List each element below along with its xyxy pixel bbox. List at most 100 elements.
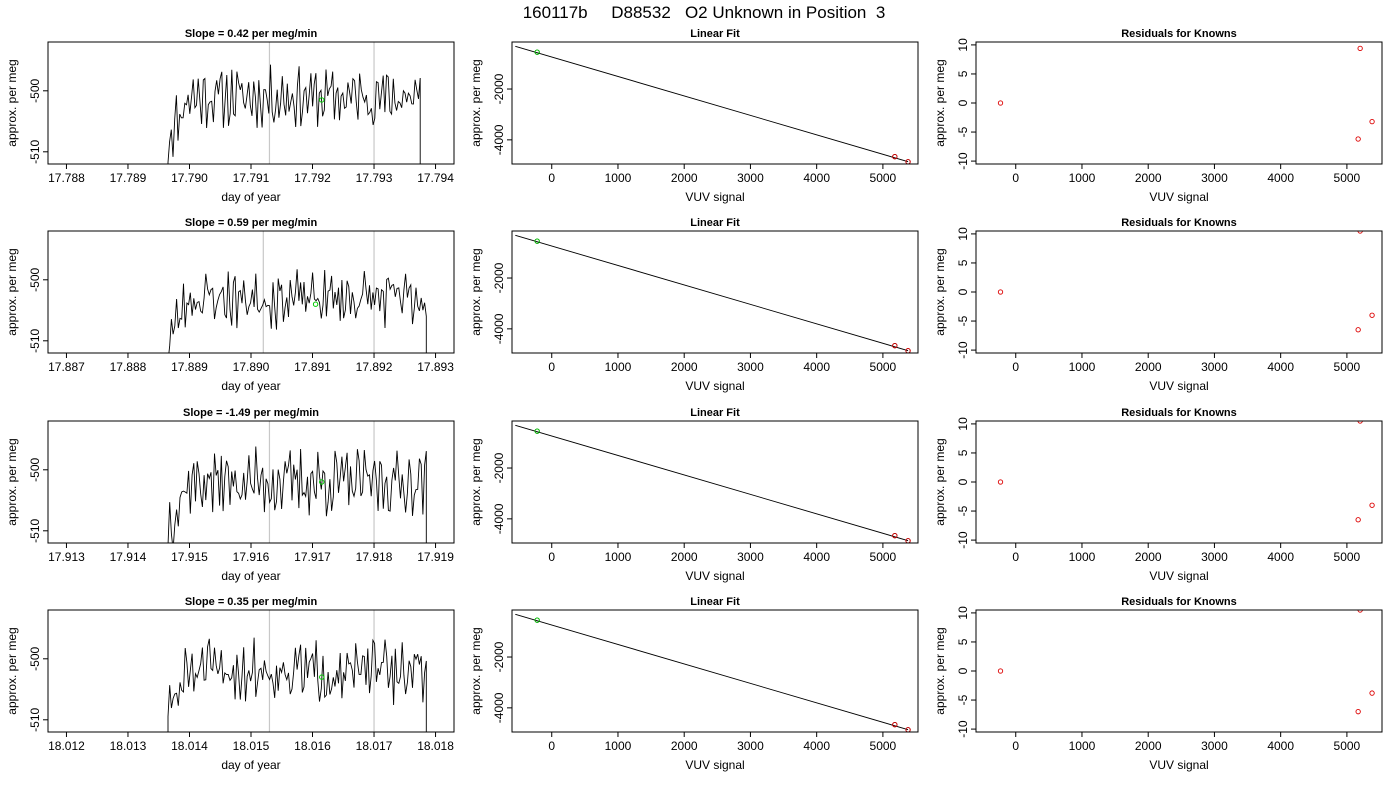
x-tick-label: 17.892	[356, 360, 393, 374]
data-point	[534, 617, 540, 623]
x-tick-label: 0	[548, 739, 555, 753]
x-tick-label: 1000	[1069, 360, 1096, 374]
x-tick-label: 5000	[870, 550, 897, 564]
x-tick-label: 2000	[1135, 171, 1162, 185]
subplot-4-2: Linear Fit 0 1000 2000 3000 4000 5000 -2000 -400…	[469, 596, 919, 772]
y-axis-label: approx. per meg	[5, 248, 19, 335]
y-axis-label: approx. per meg	[469, 59, 483, 146]
x-axis-label: VUV signal	[1149, 758, 1208, 772]
data-point	[534, 238, 540, 244]
x-tick-label: 3000	[1201, 550, 1228, 564]
x-tick-label: 0	[1012, 550, 1019, 564]
y-tick-label: -10	[956, 152, 970, 170]
x-tick-label: 17.914	[110, 550, 147, 564]
y-axis-label: approx. per meg	[469, 248, 483, 335]
subplot-title: Linear Fit	[690, 407, 740, 419]
x-tick-label: 5000	[1334, 550, 1361, 564]
plot-data-layer	[997, 231, 1375, 333]
subplot-title: Slope = -1.49 per meg/min	[183, 407, 319, 419]
subplot-title: Slope = 0.42 per meg/min	[185, 28, 318, 40]
plot-data-layer	[168, 231, 427, 353]
mean-marker	[312, 301, 319, 307]
x-axis-label: VUV signal	[1149, 379, 1208, 393]
subplot-1-1: Slope = 0.42 per meg/min 17.788 17.789 17.7…	[5, 28, 455, 204]
x-tick-label: 3000	[737, 171, 764, 185]
x-tick-label: 2000	[671, 739, 698, 753]
x-tick-label: 17.791	[233, 171, 270, 185]
data-point	[1369, 690, 1375, 696]
subplot-2-1: Slope = 0.59 per meg/min 17.887 17.888 17.8…	[5, 217, 455, 393]
plot-data-layer	[515, 234, 911, 353]
plot-data-layer	[515, 613, 911, 732]
x-axis-label: VUV signal	[685, 569, 744, 583]
y-tick-label: -10	[956, 341, 970, 359]
plot-frame	[975, 41, 1383, 165]
y-tick-label: 5	[956, 70, 970, 77]
x-tick-label: 1000	[1069, 550, 1096, 564]
y-axis-label: approx. per meg	[933, 627, 947, 714]
y-tick-label: 10	[956, 38, 970, 52]
x-tick-label: 18.014	[171, 739, 208, 753]
x-tick-label: 4000	[1267, 360, 1294, 374]
x-tick-label: 4000	[803, 739, 830, 753]
x-tick-label: 18.017	[356, 739, 393, 753]
plot-data-layer	[997, 45, 1375, 142]
y-axis-label: approx. per meg	[933, 438, 947, 525]
fit-line	[515, 613, 909, 731]
data-point	[1357, 421, 1363, 424]
y-axis-label: approx. per meg	[5, 59, 19, 146]
plot-frame	[47, 230, 455, 354]
y-tick-label: -10	[956, 531, 970, 549]
x-tick-label: 2000	[671, 171, 698, 185]
y-axis-label: approx. per meg	[469, 438, 483, 525]
subplot-4-1: Slope = 0.35 per meg/min 18.012 18.013 18.0…	[5, 596, 455, 772]
x-tick-label: 18.013	[110, 739, 147, 753]
x-tick-label: 5000	[870, 171, 897, 185]
y-tick-label: -2000	[492, 641, 506, 672]
data-point	[1355, 327, 1361, 333]
y-tick-label: -500	[28, 457, 42, 481]
subplot-3-1: Slope = -1.49 per meg/min 17.913 17.914 17.…	[5, 407, 455, 583]
x-axis-label: VUV signal	[685, 379, 744, 393]
x-tick-label: 0	[1012, 171, 1019, 185]
y-tick-label: -4000	[492, 313, 506, 344]
x-tick-label: 2000	[1135, 360, 1162, 374]
plot-data-layer	[515, 45, 911, 164]
x-tick-label: 18.016	[294, 739, 331, 753]
subplot-title: Residuals for Knowns	[1121, 596, 1237, 608]
x-axis-label: VUV signal	[685, 190, 744, 204]
plot-frame	[47, 41, 455, 165]
subplot-title: Residuals for Knowns	[1121, 407, 1237, 419]
plot-data-layer	[997, 421, 1375, 523]
x-tick-label: 5000	[870, 739, 897, 753]
x-axis-label: day of year	[221, 379, 280, 393]
y-tick-label: -5	[956, 505, 970, 516]
x-tick-label: 17.888	[110, 360, 147, 374]
y-tick-label: -2000	[492, 262, 506, 293]
y-tick-label: 10	[956, 227, 970, 241]
x-tick-label: 1000	[605, 171, 632, 185]
x-axis-label: VUV signal	[1149, 190, 1208, 204]
x-tick-label: 0	[548, 360, 555, 374]
plot-frame	[47, 609, 455, 733]
x-axis-label: day of year	[221, 190, 280, 204]
plot-data-layer	[167, 421, 427, 543]
y-tick-label: 0	[956, 667, 970, 674]
x-tick-label: 2000	[1135, 739, 1162, 753]
y-tick-label: -510	[28, 707, 42, 731]
subplot-2-3: Residuals for Knowns 0 1000 2000 3000 4000 500…	[933, 217, 1383, 393]
subplot-4-3: Residuals for Knowns 0 1000 2000 3000 4000 500…	[933, 596, 1383, 772]
subplot-title: Residuals for Knowns	[1121, 217, 1237, 229]
y-tick-label: -4000	[492, 503, 506, 534]
data-trace	[167, 637, 427, 732]
x-tick-label: 17.893	[417, 360, 454, 374]
data-point	[892, 342, 898, 349]
subplot-title: Linear Fit	[690, 217, 740, 229]
y-tick-label: -5	[956, 315, 970, 326]
y-tick-label: -510	[28, 518, 42, 542]
y-tick-label: 10	[956, 417, 970, 431]
fit-line	[515, 234, 909, 352]
plot-frame	[47, 420, 455, 544]
